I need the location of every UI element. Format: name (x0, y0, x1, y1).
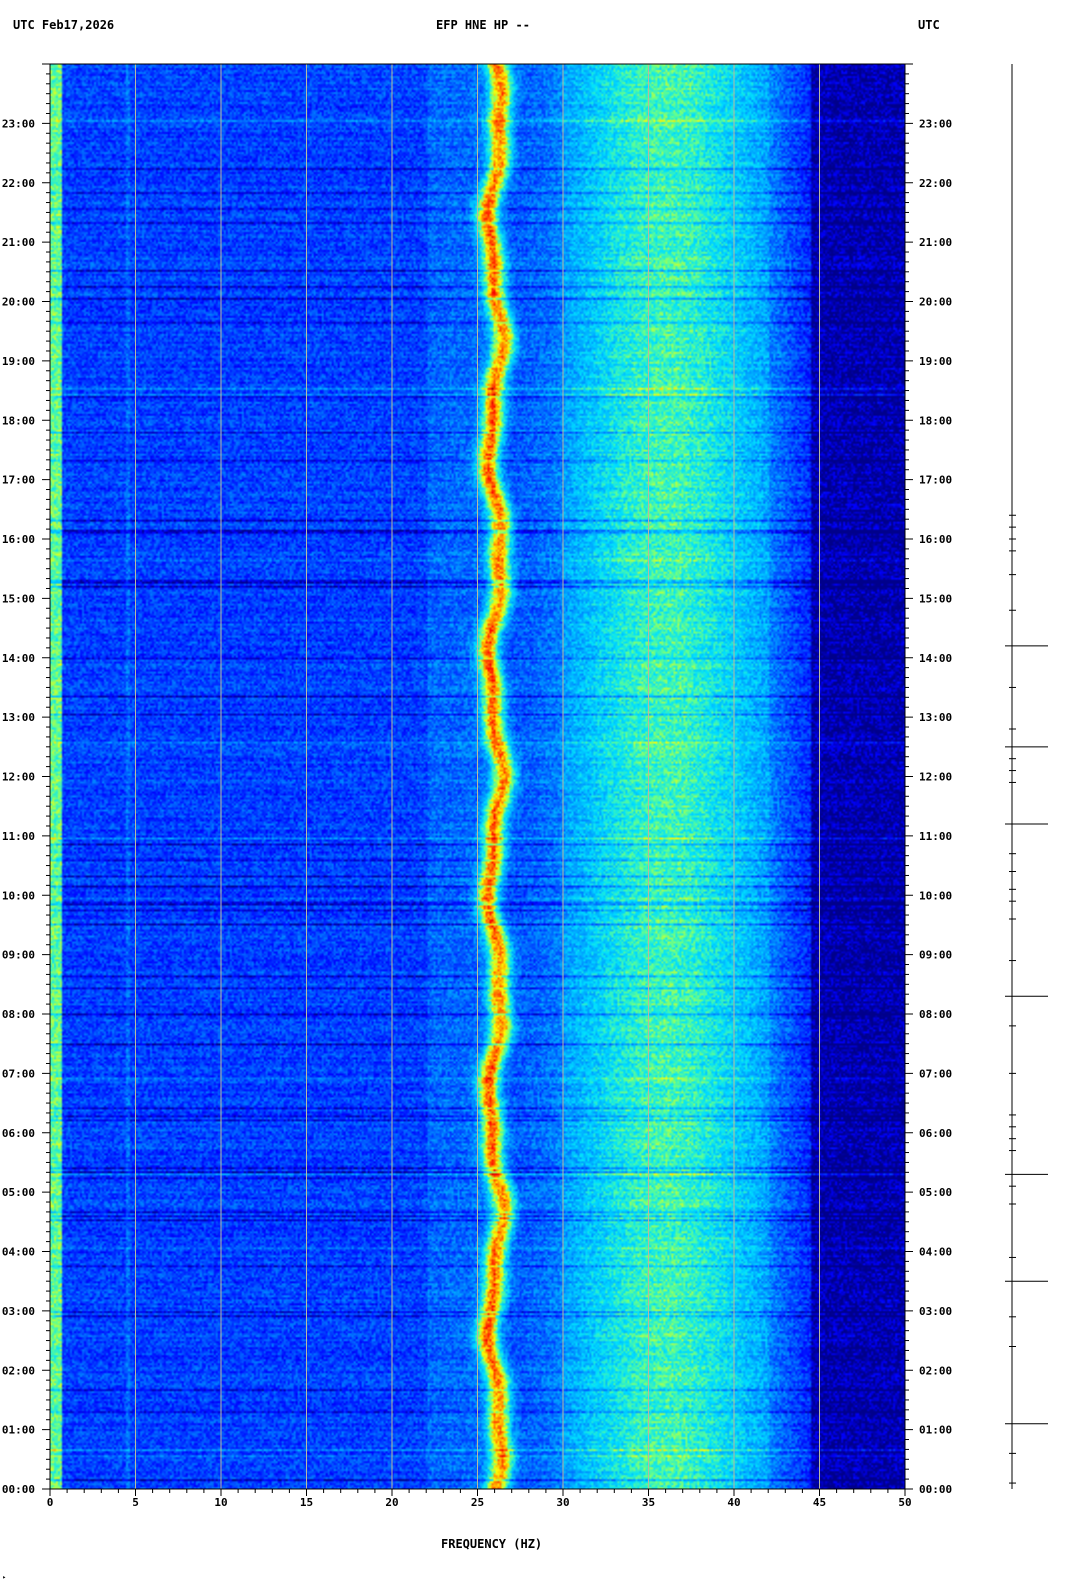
y-tick-label-right: 23:00 (919, 117, 952, 130)
y-tick-label-left: 11:00 (2, 830, 35, 843)
y-tick-label-left: 01:00 (2, 1424, 35, 1437)
x-tick-label: 35 (642, 1496, 655, 1509)
x-axis-ticks: 0 5 10 15 20 25 30 35 40 45 50 (47, 1489, 912, 1509)
y-tick-label-right: 14:00 (919, 652, 952, 665)
header-right-label: UTC (918, 18, 940, 32)
y-tick-label-left: 06:00 (2, 1127, 35, 1140)
y-tick-label-left: 18:00 (2, 414, 35, 427)
y-tick-label-right: 00:00 (919, 1483, 952, 1496)
chart-title: EFP HNE HP -- (436, 18, 530, 32)
y-tick-label-left: 12:00 (2, 771, 35, 784)
y-tick-label-right: 01:00 (919, 1424, 952, 1437)
y-tick-label-left: 07:00 (2, 1067, 35, 1080)
y-tick-label-right: 12:00 (919, 771, 952, 784)
y-tick-label-left: 19:00 (2, 355, 35, 368)
x-tick-label: 45 (813, 1496, 826, 1509)
y-tick-label-right: 15:00 (919, 592, 952, 605)
y-tick-label-left: 00:00 (2, 1483, 35, 1496)
x-tick-label: 5 (132, 1496, 139, 1509)
y-tick-label-left: 13:00 (2, 711, 35, 724)
y-tick-label-left: 03:00 (2, 1305, 35, 1318)
y-tick-label-left: 10:00 (2, 889, 35, 902)
x-tick-label: 40 (727, 1496, 740, 1509)
y-tick-label-right: 08:00 (919, 1008, 952, 1021)
y-tick-label-left: 04:00 (2, 1246, 35, 1259)
x-tick-label: 30 (556, 1496, 569, 1509)
y-axis-ticks-left: 00:00 01:00 02:00 03:00 04:00 05:00 06:00 07:00… (2, 63, 50, 1496)
y-tick-label-left: 15:00 (2, 592, 35, 605)
y-tick-label-right: 13:00 (919, 711, 952, 724)
y-tick-label-left: 08:00 (2, 1008, 35, 1021)
event-trace-panel (1005, 64, 1048, 1489)
y-tick-label-left: 21:00 (2, 236, 35, 249)
y-axis-ticks-right: 00:00 01:00 02:00 03:00 04:00 05:00 06:00 07:00… (905, 63, 952, 1496)
header-left-label: UTC Feb17,2026 (13, 18, 115, 32)
x-tick-label: 0 (47, 1496, 54, 1509)
y-tick-label-left: 17:00 (2, 474, 35, 487)
y-tick-label-left: 09:00 (2, 949, 35, 962)
y-tick-label-right: 19:00 (919, 355, 952, 368)
x-tick-label: 20 (385, 1496, 398, 1509)
y-tick-label-right: 21:00 (919, 236, 952, 249)
y-tick-label-right: 04:00 (919, 1246, 952, 1259)
y-tick-label-right: 16:00 (919, 533, 952, 546)
y-tick-label-right: 05:00 (919, 1186, 952, 1199)
x-tick-label: 25 (471, 1496, 484, 1509)
y-tick-label-right: 09:00 (919, 949, 952, 962)
frequency-gridlines (135, 64, 820, 1489)
y-tick-label-right: 10:00 (919, 889, 952, 902)
y-tick-label-left: 05:00 (2, 1186, 35, 1199)
y-tick-label-right: 06:00 (919, 1127, 952, 1140)
y-tick-label-right: 17:00 (919, 474, 952, 487)
x-tick-label: 15 (300, 1496, 313, 1509)
y-tick-label-left: 14:00 (2, 652, 35, 665)
y-tick-label-right: 02:00 (919, 1364, 952, 1377)
y-tick-label-right: 07:00 (919, 1067, 952, 1080)
x-tick-label: 50 (898, 1496, 911, 1509)
y-tick-label-left: 16:00 (2, 533, 35, 546)
x-tick-label: 10 (214, 1496, 227, 1509)
corner-mark-icon: ‣ (2, 1574, 7, 1582)
y-tick-label-right: 20:00 (919, 296, 952, 309)
y-tick-label-right: 11:00 (919, 830, 952, 843)
y-tick-label-right: 18:00 (919, 414, 952, 427)
y-tick-label-left: 22:00 (2, 177, 35, 190)
y-tick-label-right: 22:00 (919, 177, 952, 190)
x-axis-label: FREQUENCY (HZ) (441, 1537, 543, 1551)
y-tick-label-left: 23:00 (2, 117, 35, 130)
y-tick-label-right: 03:00 (919, 1305, 952, 1318)
y-tick-label-left: 20:00 (2, 296, 35, 309)
y-tick-label-left: 02:00 (2, 1364, 35, 1377)
